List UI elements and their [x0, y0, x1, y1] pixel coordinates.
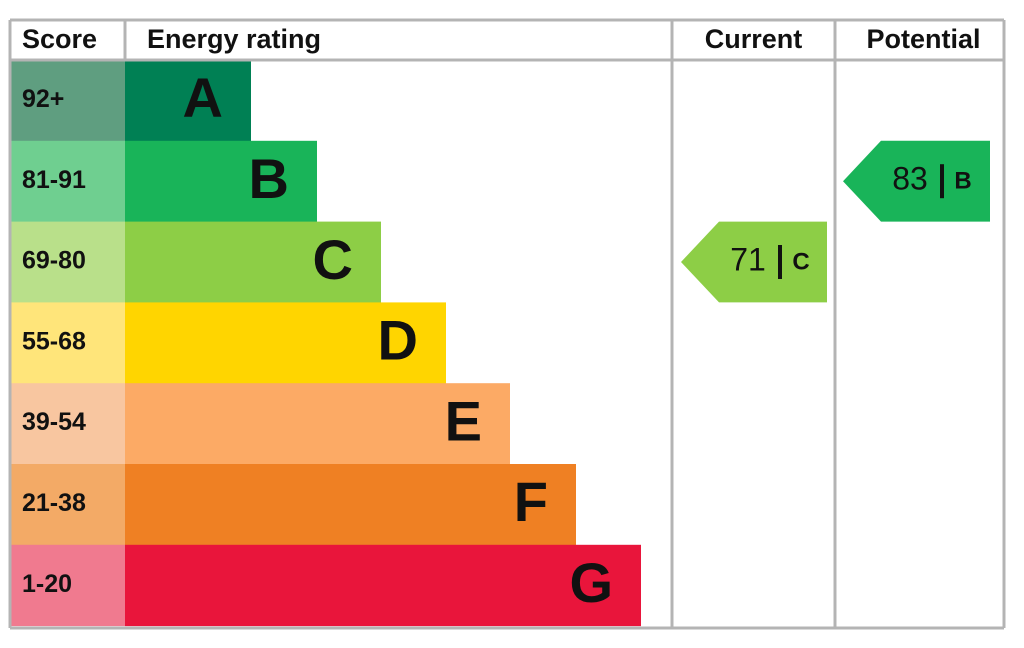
score-label: 92+ [22, 85, 64, 113]
rating-bar [125, 544, 641, 627]
score-cell [10, 383, 125, 465]
rating-letter: B [249, 147, 289, 210]
rating-letter: A [183, 66, 223, 129]
rating-letter: C [313, 228, 353, 291]
current-arrow [681, 221, 827, 303]
potential-rating: B [954, 168, 971, 195]
rating-letter: F [514, 470, 548, 533]
score-label: 39-54 [22, 408, 86, 436]
current-score: 71 [730, 241, 766, 277]
rating-bar [125, 383, 510, 465]
score-cell [10, 464, 125, 546]
header-current: Current [705, 24, 803, 54]
rating-bar [125, 302, 446, 384]
rating-bar [125, 140, 317, 223]
score-cell [10, 140, 125, 223]
potential-score: 83 [892, 161, 928, 197]
rating-letter: E [445, 389, 482, 452]
header-potential: Potential [866, 24, 980, 54]
rating-letter: G [569, 551, 613, 614]
potential-arrow [843, 140, 990, 222]
rating-bar [125, 60, 251, 142]
score-label: 81-91 [22, 166, 86, 194]
score-label: 55-68 [22, 327, 86, 355]
header-score: Score [22, 24, 97, 54]
rating-bar [125, 221, 381, 303]
score-label: 21-38 [22, 489, 86, 517]
current-rating: C [792, 248, 809, 275]
score-label: 69-80 [22, 247, 86, 275]
header-rating: Energy rating [147, 24, 321, 54]
score-cell [10, 544, 125, 627]
rating-bar [125, 464, 576, 546]
score-cell [10, 60, 125, 142]
rating-letter: D [378, 309, 418, 372]
score-label: 1-20 [22, 570, 72, 598]
score-cell [10, 302, 125, 384]
score-cell [10, 221, 125, 303]
